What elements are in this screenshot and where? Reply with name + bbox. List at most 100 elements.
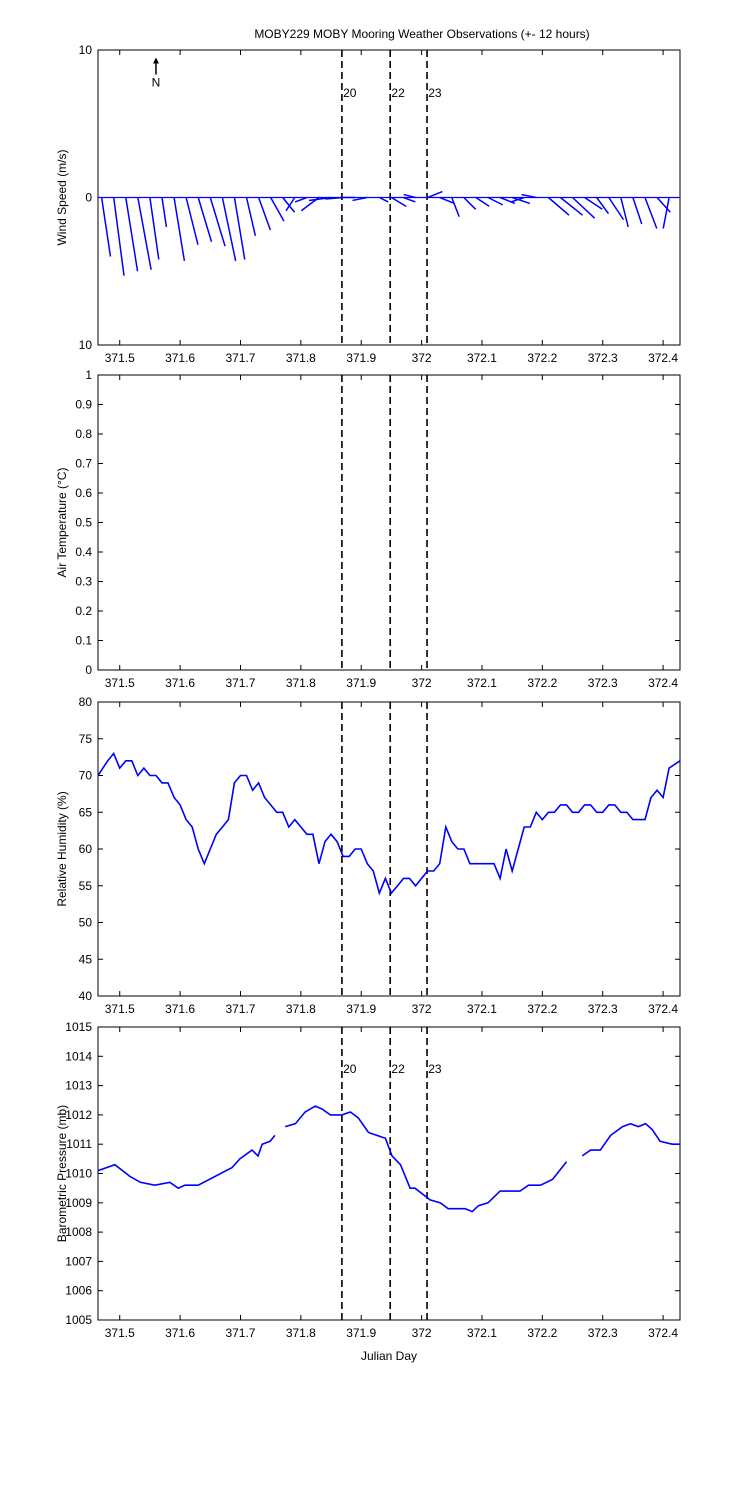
- y-tick-label: 10: [79, 43, 93, 57]
- wind-stick: [644, 197, 658, 229]
- y-tick-label: 0.2: [75, 604, 92, 618]
- wind-stick: [511, 196, 531, 205]
- wind-stick: [379, 196, 389, 203]
- chart-title: MOBY229 MOBY Mooring Weather Observation…: [254, 27, 589, 41]
- wind-stick: [308, 196, 332, 202]
- y-tick-label: 0.4: [75, 545, 92, 559]
- y-axis-label: Wind Speed (m/s): [55, 149, 69, 245]
- data-line: [97, 1105, 680, 1213]
- x-tick-label: 371.6: [165, 1326, 195, 1340]
- x-tick-label: 372.4: [648, 676, 678, 690]
- wind-stick: [499, 196, 516, 205]
- wind-stick: [620, 197, 629, 228]
- x-tick-label: 371.5: [105, 676, 135, 690]
- wind-stick: [185, 197, 199, 245]
- wind-stick: [403, 196, 416, 203]
- x-tick-label: 371.9: [346, 1326, 376, 1340]
- y-axis-label: Barometric Pressure (mb): [55, 1105, 69, 1242]
- x-tick-label: 371.7: [225, 676, 255, 690]
- wind-stick: [282, 197, 296, 213]
- x-tick-label: 372.1: [467, 1002, 497, 1016]
- x-tick-label: 371.8: [286, 1002, 316, 1016]
- wind-stick: [596, 197, 610, 215]
- y-tick-label: 0.6: [75, 486, 92, 500]
- x-tick-label: 372.3: [588, 676, 618, 690]
- y-tick-label: 65: [79, 805, 93, 819]
- x-tick-label: 371.5: [105, 1326, 135, 1340]
- wind-stick: [352, 196, 368, 202]
- y-axis-label: Relative Humidity (%): [55, 791, 69, 906]
- y-tick-label: 1013: [65, 1079, 92, 1093]
- plot-frame: [97, 1026, 681, 1321]
- data-line: [97, 751, 681, 896]
- x-tick-label: 372.2: [527, 1326, 557, 1340]
- x-tick-label: 371.8: [286, 676, 316, 690]
- x-tick-label: 372.1: [467, 351, 497, 365]
- y-tick-label: 1006: [65, 1284, 92, 1298]
- x-tick-label: 372.2: [527, 351, 557, 365]
- wind-stick: [439, 196, 455, 205]
- x-tick-label: 371.8: [286, 351, 316, 365]
- y-tick-label: 45: [79, 952, 93, 966]
- wind-stick: [197, 197, 213, 242]
- annotation: 22: [391, 86, 405, 100]
- x-tick-label: 372.1: [467, 1326, 497, 1340]
- annotation: 20: [343, 86, 357, 100]
- wind-stick: [100, 197, 112, 257]
- annotation: N: [152, 75, 161, 89]
- north-arrow-head: [152, 57, 159, 64]
- wind-stick: [559, 196, 584, 216]
- plot-frame: [97, 374, 681, 671]
- y-tick-label: 80: [79, 695, 93, 709]
- x-tick-label: 371.6: [165, 1002, 195, 1016]
- wind-stick: [547, 196, 570, 216]
- y-tick-label: 1008: [65, 1225, 92, 1239]
- y-tick-label: 0.1: [75, 634, 92, 648]
- x-tick-label: 371.6: [165, 676, 195, 690]
- x-tick-label: 372.4: [648, 1002, 678, 1016]
- x-tick-label: 372.3: [588, 1002, 618, 1016]
- wind-stick: [475, 196, 490, 207]
- x-tick-label: 372.3: [588, 1326, 618, 1340]
- y-tick-label: 0.9: [75, 398, 92, 412]
- y-tick-label: 0: [85, 663, 92, 677]
- wind-stick: [221, 197, 237, 262]
- y-tick-label: 1007: [65, 1254, 92, 1268]
- x-tick-label: 372.2: [527, 676, 557, 690]
- y-tick-label: 1010: [65, 1167, 92, 1181]
- y-tick-label: 1011: [66, 1137, 92, 1151]
- y-tick-label: 1015: [65, 1020, 92, 1034]
- x-tick-label: 372.1: [467, 676, 497, 690]
- wind-stick: [584, 196, 603, 210]
- wind-stick: [487, 196, 504, 206]
- wind-stick: [285, 197, 296, 212]
- wind-stick: [294, 196, 308, 203]
- wind-stick: [427, 190, 443, 199]
- y-tick-label: 50: [79, 916, 93, 930]
- wind-stick: [325, 196, 344, 200]
- wind-stick: [257, 197, 272, 231]
- x-axis-label: Julian Day: [361, 1349, 417, 1363]
- x-tick-label: 371.5: [105, 1002, 135, 1016]
- y-tick-label: 1009: [65, 1196, 92, 1210]
- wind-stick: [125, 197, 139, 272]
- x-tick-label: 371.7: [225, 1326, 255, 1340]
- plot-frame: [97, 701, 681, 997]
- x-tick-label: 371.5: [105, 351, 135, 365]
- wind-stick: [572, 196, 596, 219]
- y-tick-label: 0.5: [75, 516, 92, 530]
- annotation: 23: [428, 86, 442, 100]
- wind-stick: [209, 197, 226, 247]
- y-tick-label: 40: [79, 989, 93, 1003]
- x-tick-label: 371.9: [346, 351, 376, 365]
- y-tick-label: 1014: [65, 1049, 92, 1063]
- wind-stick: [245, 197, 257, 237]
- x-tick-label: 371.7: [225, 1002, 255, 1016]
- wind-stick: [403, 193, 416, 199]
- y-tick-label: 1012: [65, 1108, 92, 1122]
- y-axis-label: Air Temperature (°C): [55, 468, 69, 578]
- wind-stick: [510, 196, 525, 203]
- x-tick-label: 372.2: [527, 1002, 557, 1016]
